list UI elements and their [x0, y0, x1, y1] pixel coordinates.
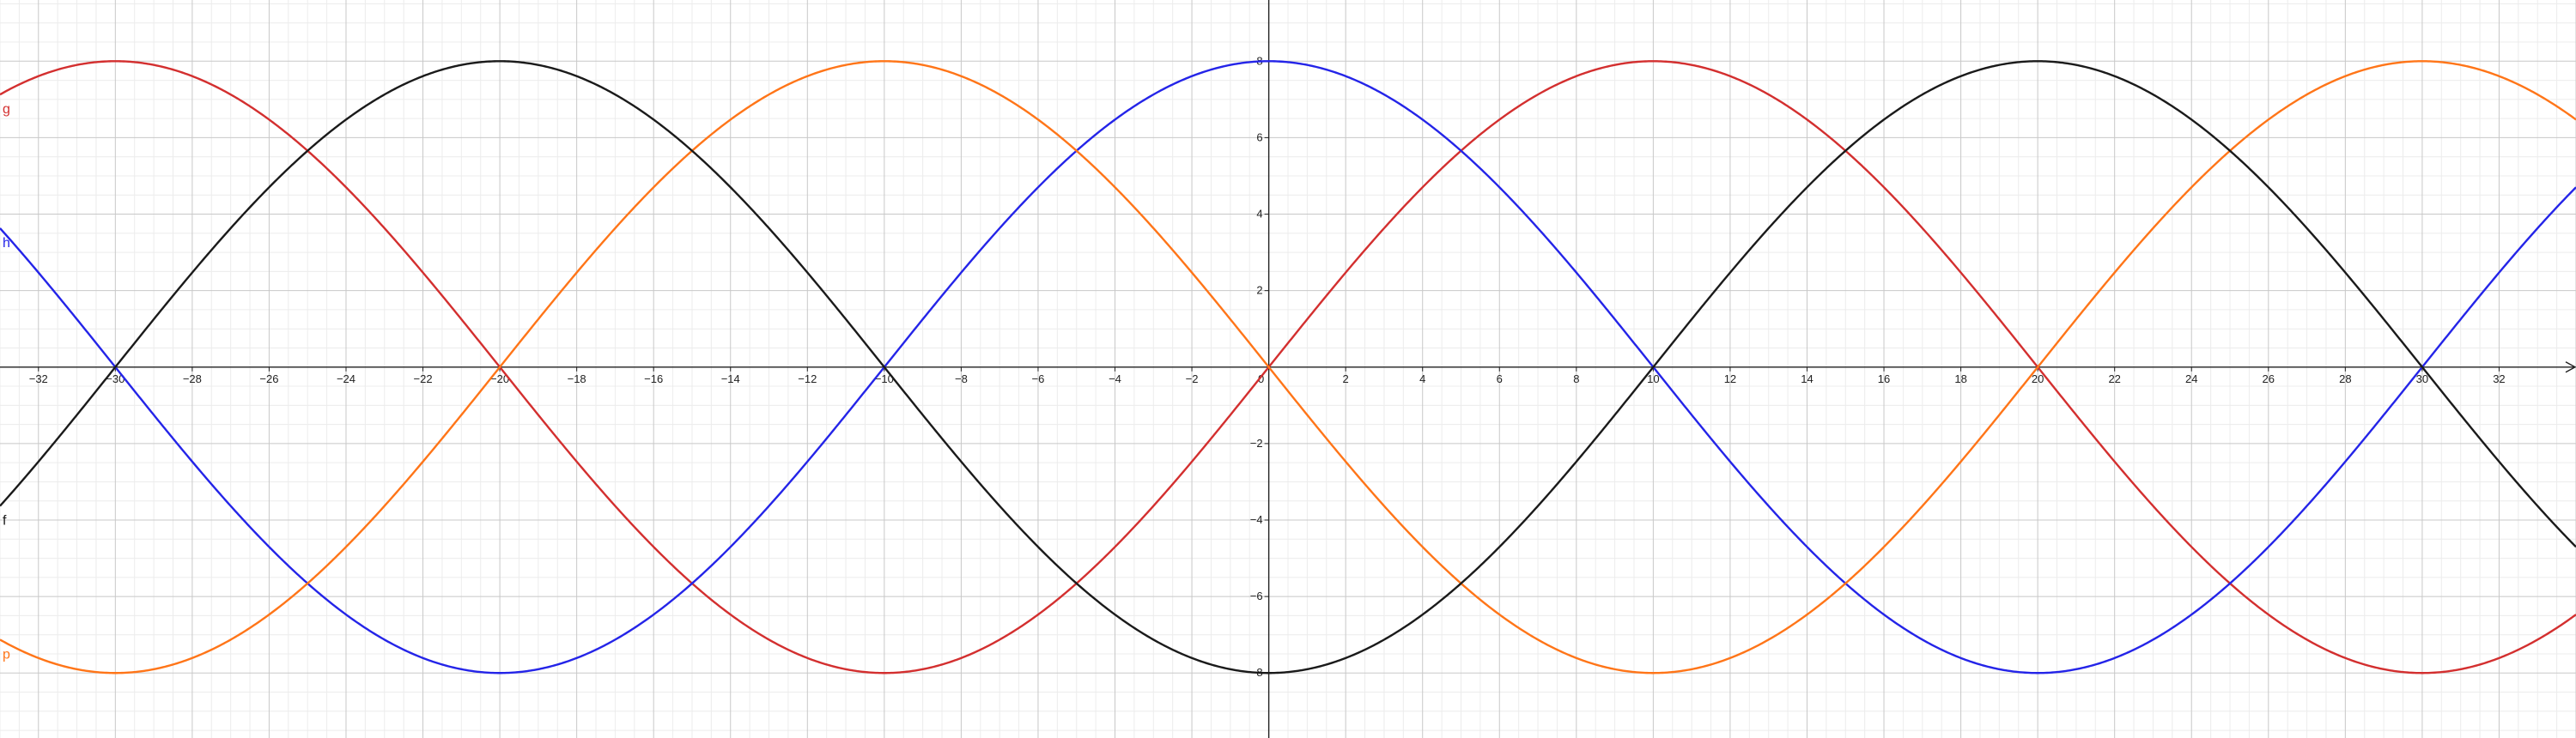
series-g-label: g — [3, 102, 10, 117]
x-tick-label: 30 — [2416, 372, 2428, 385]
x-tick-label: 2 — [1343, 372, 1349, 385]
x-tick-label: 6 — [1497, 372, 1503, 385]
series-g-curve[interactable] — [0, 60, 2576, 674]
x-tick-label: −20 — [490, 372, 509, 385]
x-tick-label: 16 — [1878, 372, 1890, 385]
x-tick-label: 24 — [2185, 372, 2197, 385]
x-tick-label: −6 — [1032, 372, 1045, 385]
x-tick-label: −30 — [106, 372, 125, 385]
x-tick-label: 12 — [1724, 372, 1736, 385]
x-tick-label: 28 — [2339, 372, 2351, 385]
x-tick-label: 18 — [1954, 372, 1966, 385]
x-tick-label: 8 — [1573, 372, 1579, 385]
x-tick-label: −14 — [721, 372, 740, 385]
y-tick-label: 2 — [1256, 284, 1262, 297]
y-tick-label: −4 — [1250, 513, 1263, 526]
x-tick-label: −32 — [29, 372, 48, 385]
x-tick-label: −28 — [183, 372, 202, 385]
x-tick-label: −4 — [1109, 372, 1121, 385]
x-tick-label: 32 — [2493, 372, 2505, 385]
x-tick-label: 22 — [2108, 372, 2120, 385]
series-h-curve[interactable] — [0, 60, 2576, 674]
curves[interactable] — [0, 60, 2576, 674]
x-tick-label: −26 — [259, 372, 278, 385]
x-tick-label: −16 — [644, 372, 663, 385]
x-tick-label: −8 — [955, 372, 968, 385]
x-tick-label: 4 — [1419, 372, 1425, 385]
x-axis-arrow-icon — [2565, 361, 2576, 373]
curve-labels: g h p f — [3, 102, 10, 662]
series-h-label: h — [3, 236, 10, 251]
x-tick-label: 26 — [2263, 372, 2275, 385]
x-tick-label: −12 — [798, 372, 817, 385]
x-tick-label: −18 — [568, 372, 586, 385]
x-tick-label: 20 — [2032, 372, 2044, 385]
series-p-label: p — [3, 647, 10, 662]
series-p-curve[interactable] — [0, 60, 2576, 674]
y-tick-label: 6 — [1256, 130, 1262, 143]
x-tick-label: 0 — [1258, 372, 1264, 385]
x-tick-label: −2 — [1186, 372, 1199, 385]
y-tick-label: −6 — [1250, 590, 1263, 602]
x-tick-label: −22 — [414, 372, 433, 385]
x-tick-label: −10 — [875, 372, 894, 385]
y-tick-label: −2 — [1250, 437, 1263, 450]
x-tick-label: 10 — [1647, 372, 1659, 385]
y-tick-label: 4 — [1256, 208, 1262, 221]
series-f-curve[interactable] — [0, 60, 2576, 674]
x-tick-label: −24 — [337, 372, 355, 385]
series-f-label: f — [3, 514, 7, 529]
x-tick-label: 14 — [1801, 372, 1813, 385]
